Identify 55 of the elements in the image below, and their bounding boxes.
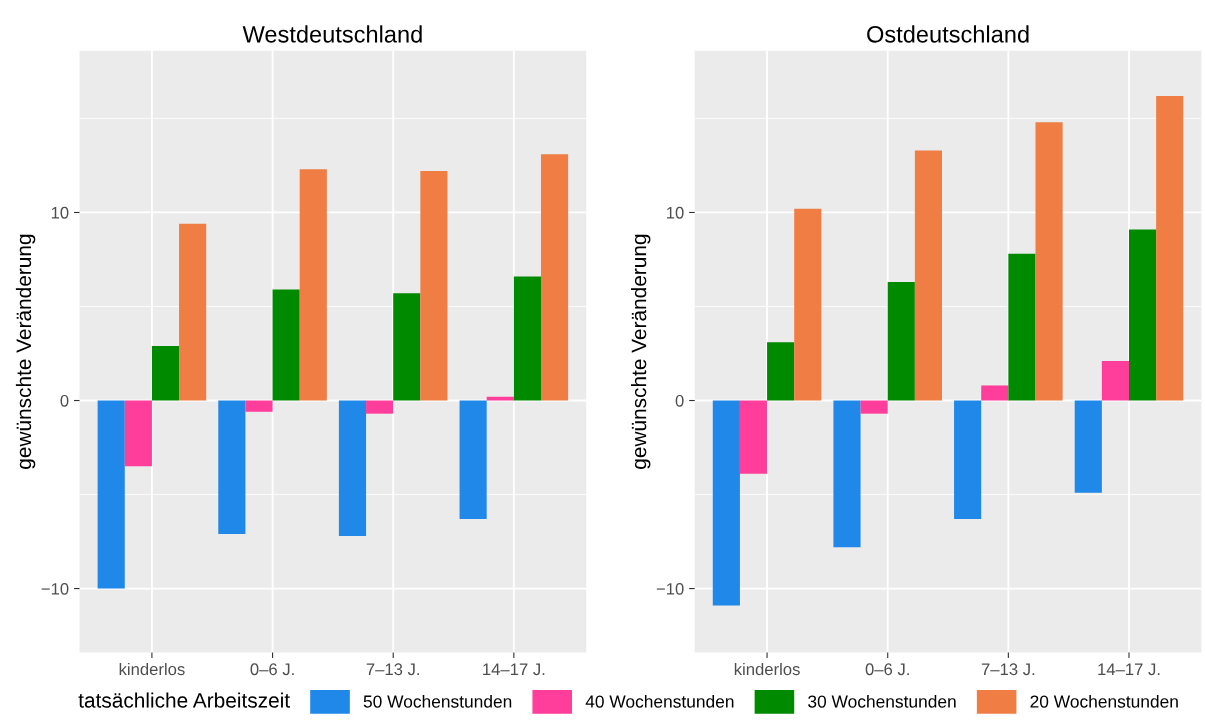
bar xyxy=(299,169,327,401)
legend-title: tatsächliche Arbeitszeit xyxy=(78,692,290,708)
bar xyxy=(1129,229,1157,401)
x-tick-label: kinderlos xyxy=(734,662,800,676)
bar xyxy=(833,400,861,548)
bar xyxy=(513,276,541,401)
chart-title: Westdeutschland xyxy=(242,25,422,43)
bar xyxy=(887,282,915,401)
y-tick-label: 0 xyxy=(675,394,684,407)
bar xyxy=(712,400,740,606)
x-tick-label: 7–13 J. xyxy=(981,663,1035,676)
bar xyxy=(860,400,888,414)
bar xyxy=(914,150,942,401)
y-tick-label: 0 xyxy=(60,394,69,407)
bar xyxy=(179,223,207,401)
x-tick-label: 0–6 J. xyxy=(250,663,294,676)
bar xyxy=(459,400,487,519)
bar xyxy=(338,400,367,536)
bar xyxy=(245,400,273,412)
bar xyxy=(540,154,569,401)
bar xyxy=(767,342,795,401)
y-tick-label: −10 xyxy=(656,582,684,595)
legend-label: 30 Wochenstunden xyxy=(808,694,956,708)
bar xyxy=(981,385,1009,401)
bar xyxy=(486,396,514,401)
legend-label: 20 Wochenstunden xyxy=(1030,694,1178,708)
bar xyxy=(151,345,180,401)
bar xyxy=(739,400,768,474)
bar xyxy=(218,400,246,535)
y-axis-title: gewünschte Veränderung xyxy=(631,234,651,469)
x-tick-label: 14–17 J. xyxy=(1098,663,1160,676)
y-axis-title: gewünschte Veränderung xyxy=(15,234,36,469)
bar xyxy=(393,293,421,401)
bar xyxy=(1156,95,1184,401)
bar xyxy=(272,289,300,401)
bar xyxy=(366,400,394,414)
x-tick-label: 7–13 J. xyxy=(366,663,420,676)
y-tick-label: 10 xyxy=(51,206,69,219)
bar xyxy=(420,171,448,401)
bar xyxy=(954,400,982,519)
bar xyxy=(1035,122,1063,401)
y-tick-label: −10 xyxy=(41,582,69,595)
chart-title: Ostdeutschland xyxy=(867,25,1029,43)
bar xyxy=(124,400,152,467)
x-tick-label: kinderlos xyxy=(119,662,185,676)
legend-label: 50 Wochenstunden xyxy=(363,694,512,708)
x-tick-label: 0–6 J. xyxy=(865,663,909,676)
bar xyxy=(1101,361,1129,401)
legend-label: 40 Wochenstunden xyxy=(585,694,734,708)
x-tick-label: 14–17 J. xyxy=(483,663,545,676)
bar xyxy=(1008,253,1036,401)
bar xyxy=(1074,400,1102,493)
bar xyxy=(97,400,125,589)
bar xyxy=(794,208,822,401)
y-tick-label: 10 xyxy=(667,206,684,219)
